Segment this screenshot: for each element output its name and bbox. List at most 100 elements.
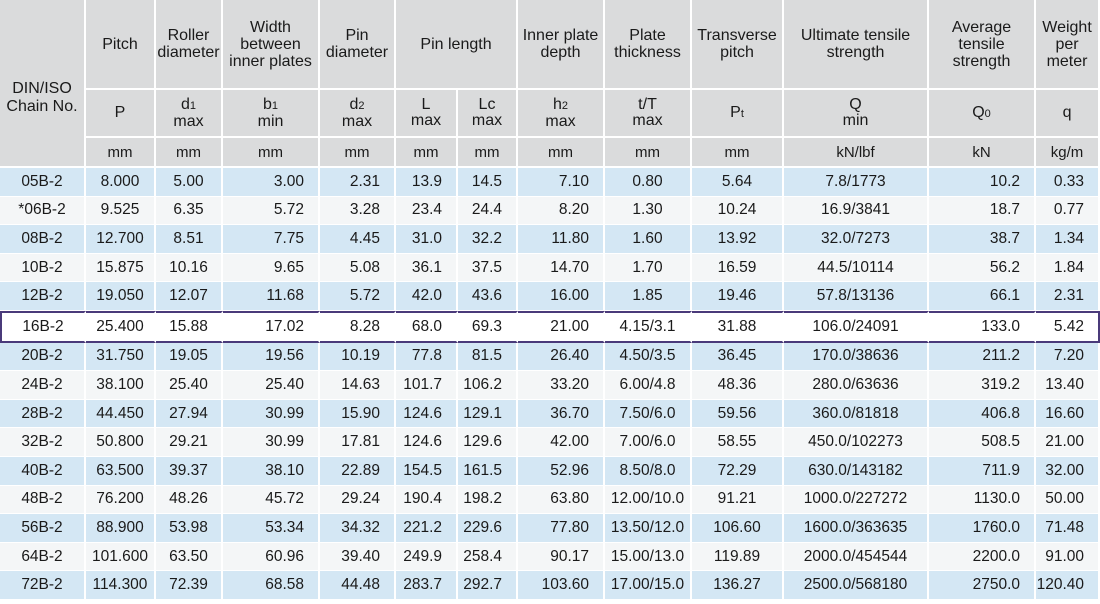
cell-plate-thickness: 8.50/8.0	[605, 456, 693, 486]
unit-cell: mm	[605, 138, 693, 168]
unit-cell: mm	[156, 138, 223, 168]
cell-pitch: 50.800	[86, 428, 156, 457]
cell-width-inner-plates: 17.02	[223, 310, 320, 343]
cell-inner-plate-depth: 63.80	[518, 485, 606, 515]
cell-chain-no: 72B-2	[0, 571, 86, 600]
symbol-b1-letter: b	[262, 95, 272, 113]
cell-ultimate-tensile: 630.0/143182	[784, 456, 930, 486]
cell-average-tensile: 211.2	[929, 342, 1037, 372]
cell-width-inner-plates: 25.40	[223, 371, 320, 400]
cell-pitch: 76.200	[86, 485, 156, 515]
cell-pin-diameter: 44.48	[320, 571, 396, 600]
cell-width-inner-plates: 19.56	[223, 342, 320, 372]
table-row: 28B-2 44.450 27.94 30.99 15.90 124.6 129.1 36.7…	[0, 399, 1100, 429]
symbol-d2: d2 max	[320, 90, 396, 138]
cell-average-tensile: 508.5	[929, 428, 1037, 457]
cell-chain-no: 56B-2	[0, 514, 86, 543]
cell-pin-length-lc: 37.5	[458, 253, 519, 283]
cell-roller-diameter: 10.16	[156, 253, 223, 283]
cell-average-tensile: 18.7	[929, 196, 1037, 226]
header-width-inner-plates: Width between inner plates	[223, 0, 320, 90]
cell-pin-length-l: 23.4	[396, 196, 458, 226]
cell-inner-plate-depth: 77.80	[518, 514, 606, 543]
cell-inner-plate-depth: 16.00	[518, 282, 606, 311]
table-row: 72B-2 114.300 72.39 68.58 44.48 283.7 292.7 103…	[0, 571, 1100, 600]
cell-pin-length-l: 249.9	[396, 542, 458, 572]
cell-weight-per-meter: 7.20	[1036, 342, 1100, 372]
cell-pin-length-lc: 69.3	[458, 310, 519, 343]
cell-plate-thickness: 4.50/3.5	[605, 342, 693, 372]
cell-pin-length-lc: 129.1	[458, 399, 519, 429]
cell-ultimate-tensile: 16.9/3841	[784, 196, 930, 226]
cell-width-inner-plates: 60.96	[223, 542, 320, 572]
cell-roller-diameter: 29.21	[156, 428, 223, 457]
cell-ultimate-tensile: 1000.0/227272	[784, 485, 930, 515]
cell-pin-length-lc: 106.2	[458, 371, 519, 400]
cell-pin-length-lc: 292.7	[458, 571, 519, 600]
symbol-lc-limit: max	[471, 112, 503, 129]
symbol-d2-subscript: 2	[358, 99, 365, 112]
symbol-d1: d1 max	[156, 90, 223, 138]
cell-plate-thickness: 4.15/3.1	[605, 310, 693, 343]
cell-pitch: 19.050	[86, 282, 156, 311]
cell-pitch: 88.900	[86, 514, 156, 543]
cell-pitch: 8.000	[86, 168, 156, 197]
cell-plate-thickness: 6.00/4.8	[605, 371, 693, 400]
symbol-pt-subscript: t	[740, 107, 744, 120]
table-row: 56B-2 88.900 53.98 53.34 34.32 221.2 229.6 77.8…	[0, 514, 1100, 543]
unit-cell: kN	[929, 138, 1037, 168]
cell-pitch: 9.525	[86, 196, 156, 226]
cell-pin-length-l: 31.0	[396, 225, 458, 254]
symbol-pt-letter: P	[730, 103, 741, 121]
cell-pin-length-l: 77.8	[396, 342, 458, 372]
cell-transverse-pitch: 31.88	[692, 310, 785, 343]
cell-weight-per-meter: 5.42	[1036, 310, 1100, 343]
cell-pin-length-l: 101.7	[396, 371, 458, 400]
cell-roller-diameter: 53.98	[156, 514, 223, 543]
cell-ultimate-tensile: 1600.0/363635	[784, 514, 930, 543]
cell-pin-length-l: 283.7	[396, 571, 458, 600]
cell-plate-thickness: 1.60	[605, 225, 693, 254]
symbol-h2-subscript: 2	[561, 99, 569, 112]
cell-transverse-pitch: 136.27	[692, 571, 785, 600]
cell-plate-thickness: 15.00/13.0	[605, 542, 693, 572]
cell-transverse-pitch: 48.36	[692, 371, 785, 400]
cell-inner-plate-depth: 14.70	[518, 253, 606, 283]
table-body: 05B-2 8.000 5.00 3.00 2.31 13.9 14.5 7.10 0.80 5.…	[0, 168, 1100, 600]
cell-plate-thickness: 7.00/6.0	[605, 428, 693, 457]
symbol-l-limit: max	[410, 112, 442, 129]
cell-pin-length-l: 154.5	[396, 456, 458, 486]
cell-transverse-pitch: 72.29	[692, 456, 785, 486]
cell-pin-length-l: 124.6	[396, 399, 458, 429]
cell-chain-no: 40B-2	[0, 456, 86, 486]
cell-inner-plate-depth: 26.40	[518, 342, 606, 372]
cell-width-inner-plates: 45.72	[223, 485, 320, 515]
unit-cell: mm	[518, 138, 606, 168]
table-row: 32B-2 50.800 29.21 30.99 17.81 124.6 129.6 42.0…	[0, 428, 1100, 457]
cell-chain-no: 64B-2	[0, 542, 86, 572]
unit-cell: mm	[458, 138, 519, 168]
cell-chain-no: 32B-2	[0, 428, 86, 457]
cell-roller-diameter: 48.26	[156, 485, 223, 515]
symbol-b1: b1 min	[223, 90, 320, 138]
cell-pin-length-lc: 229.6	[458, 514, 519, 543]
header-plate-thickness: Plate thickness	[605, 0, 693, 90]
cell-roller-diameter: 19.05	[156, 342, 223, 372]
table-row: 12B-2 19.050 12.07 11.68 5.72 42.0 43.6 16.00 1.…	[0, 282, 1100, 311]
cell-inner-plate-depth: 11.80	[518, 225, 606, 254]
cell-roller-diameter: 5.00	[156, 168, 223, 197]
cell-pin-diameter: 8.28	[320, 310, 396, 343]
cell-average-tensile: 10.2	[929, 168, 1037, 197]
symbol-lc-letter: Lc	[478, 96, 496, 113]
header-chain-no: DIN/ISO Chain No.	[0, 0, 86, 168]
cell-plate-thickness: 13.50/12.0	[605, 514, 693, 543]
symbol-b1-limit: min	[257, 112, 284, 130]
cell-pitch: 12.700	[86, 225, 156, 254]
cell-weight-per-meter: 1.84	[1036, 253, 1100, 283]
cell-pin-diameter: 29.24	[320, 485, 396, 515]
cell-weight-per-meter: 50.00	[1036, 485, 1100, 515]
symbol-d1-letter: d	[180, 95, 190, 113]
cell-pitch: 38.100	[86, 371, 156, 400]
cell-inner-plate-depth: 36.70	[518, 399, 606, 429]
